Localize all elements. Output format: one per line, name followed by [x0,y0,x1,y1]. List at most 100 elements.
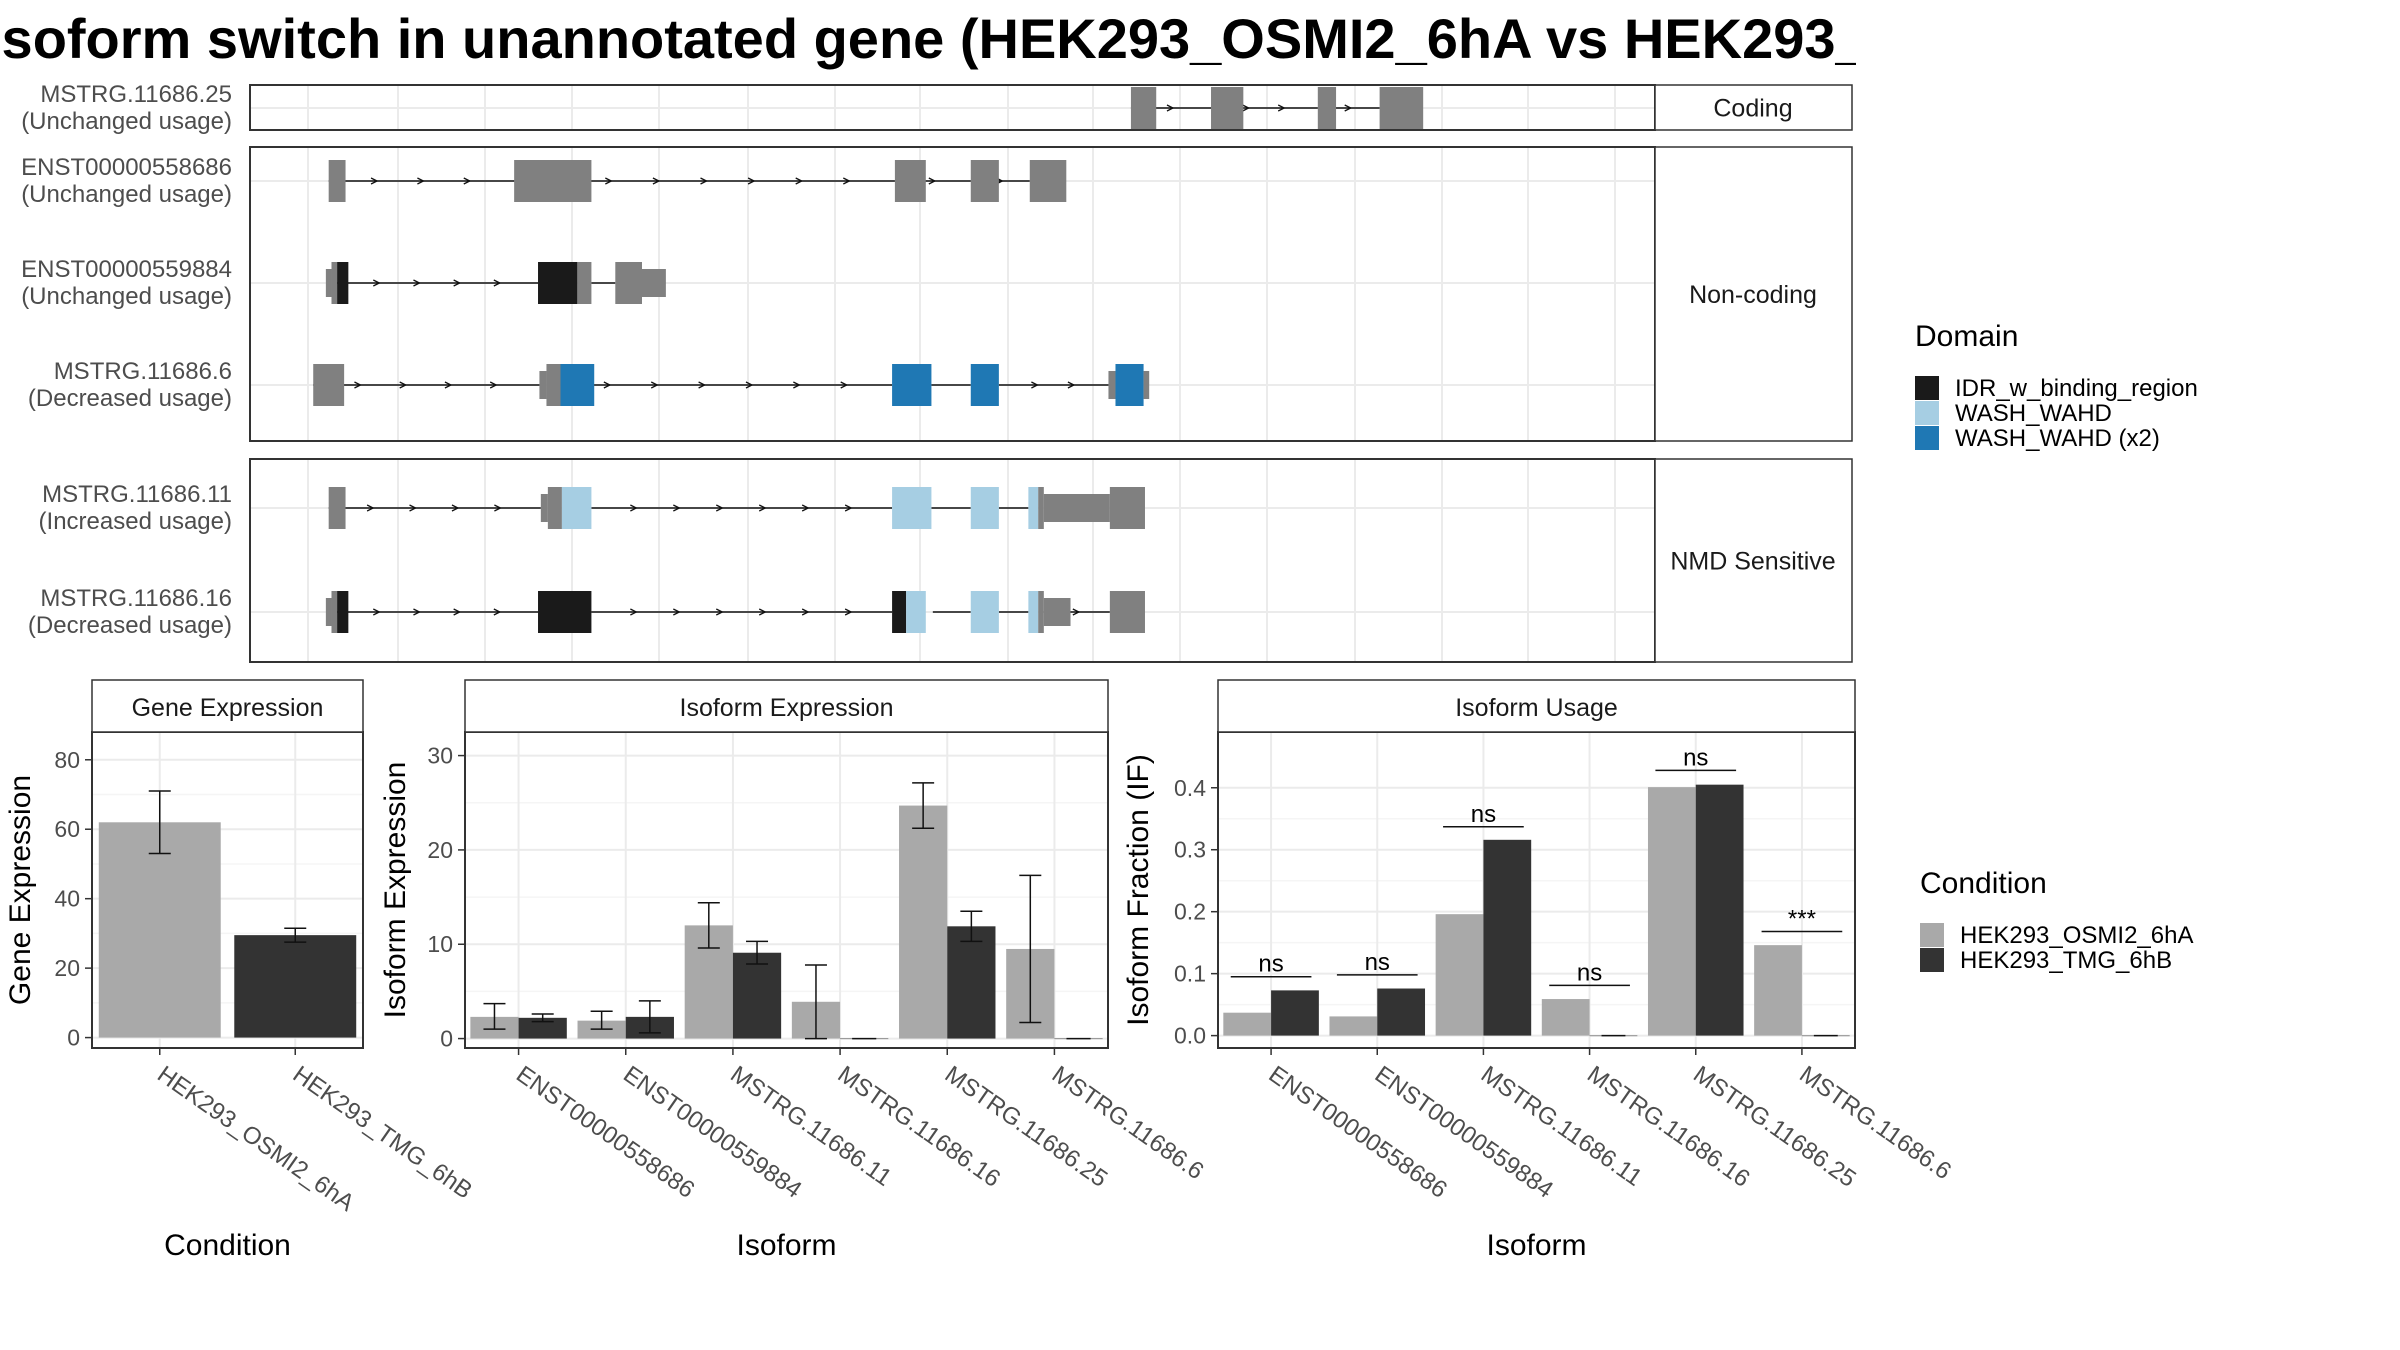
transcript-name: MSTRG.11686.6 [54,358,232,385]
x-axis-label: Condition [164,1229,291,1262]
intron-arrow [373,608,381,616]
legend-swatch [1915,376,1939,400]
transcript-name: MSTRG.11686.11 [42,481,232,508]
intron-arrow [700,177,708,185]
facet-strip [1654,84,1853,131]
intron-arrow [1031,381,1039,389]
intron-arrow [715,608,724,616]
intron-arrow [650,381,659,389]
intron-arrow [603,381,612,389]
intron-arrow [758,504,767,512]
exon-block [328,487,346,529]
significance-label: ns [1577,959,1602,986]
exon-block [970,364,999,406]
exon-block [1211,87,1244,129]
intron-arrow [463,177,472,185]
exon-block [894,160,926,202]
intron-arrow [840,381,849,389]
transcript-usage: (Unchanged usage) [21,283,232,310]
transcript-name: MSTRG.11686.16 [40,585,232,612]
intron-arrow [354,381,362,389]
exon-block [1108,371,1116,399]
intron-arrow [1344,104,1353,112]
bar-chart-0: Gene Expression020406080HEK293_OSMI2_6hA… [4,679,477,1262]
legend-title: Condition [1920,867,2047,900]
y-tick-label: 0 [440,1026,453,1052]
bar [1377,988,1426,1036]
exon-block [1028,487,1039,529]
bar [1329,1016,1378,1036]
bar-chart-1: Isoform Expression 0 10 20 30 ENST00000558686… [379,679,1209,1262]
legend-title: Domain [1915,320,2018,353]
legend-label: HEK293_OSMI2_6hA [1960,922,2193,949]
exon-block [1317,87,1337,129]
bar [899,805,948,1039]
intron-arrow [801,504,810,512]
intron-arrow [444,381,453,389]
exon-block [641,269,666,297]
transcript-usage: (Increased usage) [39,508,232,535]
y-tick-label: 80 [54,747,80,773]
exon-block [328,160,346,202]
y-tick-label: 30 [427,743,453,769]
significance-label: ns [1471,801,1496,828]
exon-block [547,487,562,529]
y-tick-label: 20 [427,837,453,863]
legend-label: WASH_WAHD [1955,400,2112,427]
intron-arrow [453,608,462,616]
panel-background [250,147,1655,441]
chart-title: Isoform Expression [680,694,894,722]
bar [98,822,221,1038]
x-axis-label: Isoform [1486,1229,1586,1262]
exon-block [615,262,642,304]
intron-arrow [494,504,502,512]
exon-block [331,262,338,304]
exon-block [560,364,595,406]
intron-arrow [489,381,498,389]
bar [1435,914,1484,1036]
domain-legend: Domain IDR_w_binding_regionWASH_WAHDWASH_… [1915,320,2198,452]
intron-arrow [451,504,460,512]
y-tick-label: 10 [427,931,453,957]
intron-arrow [673,504,681,512]
intron-arrow [747,177,756,185]
exon-block [1130,87,1157,129]
facet-strip [91,679,364,733]
exon-block [540,494,548,522]
bar [1754,945,1802,1036]
transcript-usage: (Unchanged usage) [21,108,232,135]
bar [1647,787,1696,1036]
x-tick-label: ENST00000558686 [511,1061,699,1204]
y-tick-label: 60 [54,816,80,842]
transcript-name: MSTRG.11686.25 [40,81,232,108]
intron-arrow [409,504,417,512]
exon-block [337,262,349,304]
significance-label: ns [1365,949,1390,976]
x-tick-label: ENST00000559884 [618,1061,806,1204]
bar [1271,990,1319,1036]
y-tick-label: 20 [54,955,80,981]
chart-title: Gene Expression [132,694,324,722]
y-tick-label: 0.4 [1174,775,1206,801]
exon-block [337,591,349,633]
exon-block [1043,494,1110,522]
bar [1223,1012,1272,1036]
panel-background [250,459,1655,662]
x-tick-label: ENST00000559884 [1370,1061,1558,1204]
exon-block [1029,160,1067,202]
intron-arrow [366,504,375,512]
exon-block [1109,487,1145,529]
intron-arrow [493,279,502,287]
panel-background [1218,732,1855,1048]
legend-label: IDR_w_binding_region [1955,375,2198,402]
transcript-usage: (Decreased usage) [28,612,232,639]
facet-strip [1654,458,1853,663]
exon-block [1043,598,1071,626]
y-tick-label: 0.0 [1174,1023,1206,1049]
bar [732,952,782,1039]
exon-block [331,591,338,633]
intron-arrow [758,608,767,616]
exon-block [1028,591,1039,633]
figure-title: Isoform switch in unannotated gene (HEK2… [0,7,1856,70]
intron-arrow [801,608,810,616]
